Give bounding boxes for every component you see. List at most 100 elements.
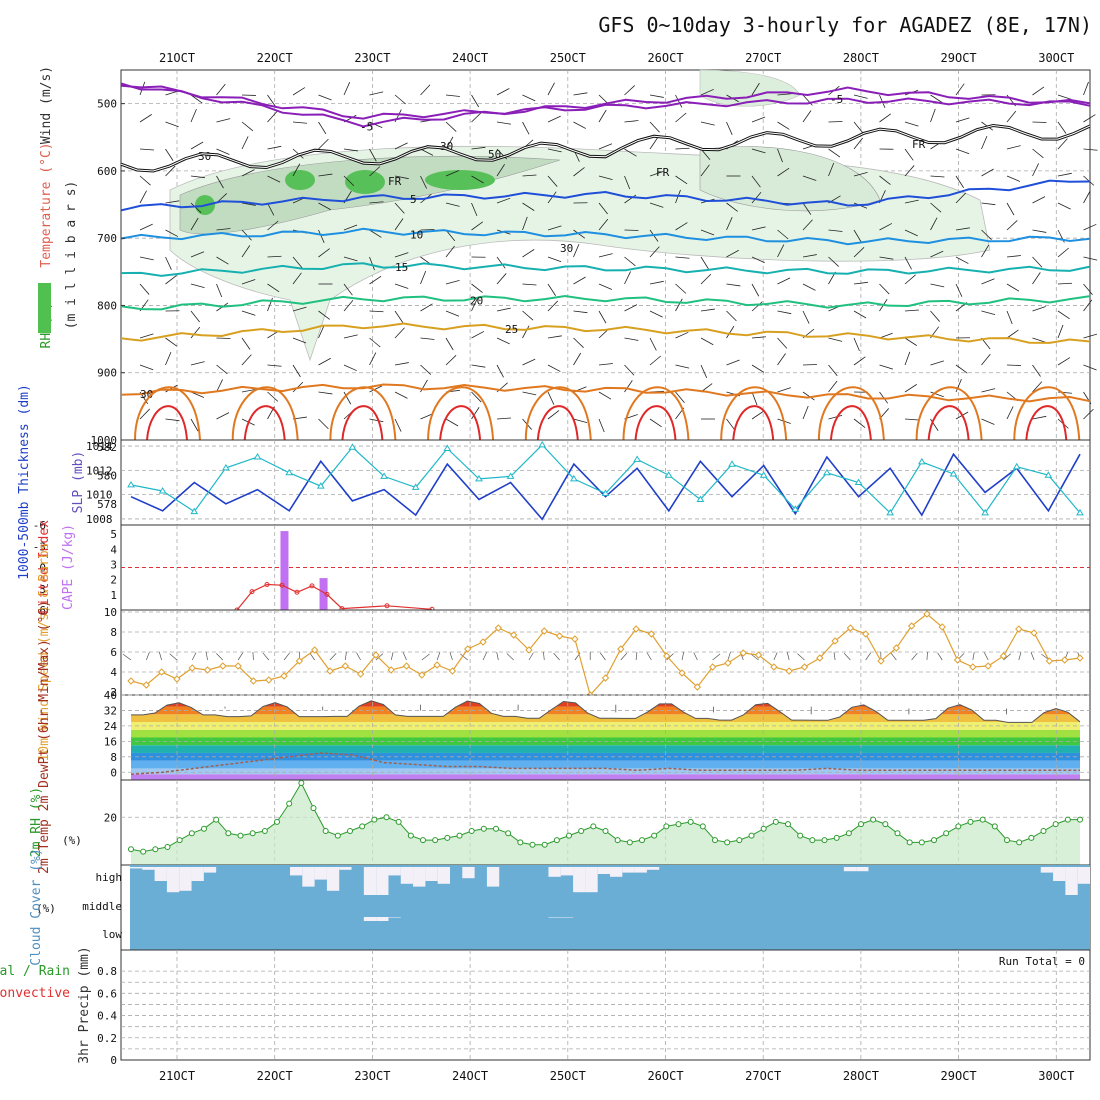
slp-point xyxy=(443,444,452,451)
wind-barb xyxy=(522,216,528,231)
svg-text:Temperature (°C): Temperature (°C) xyxy=(39,142,54,267)
wind-barb xyxy=(522,94,536,102)
slp-point xyxy=(854,478,863,485)
wind-barb xyxy=(394,94,406,105)
wind10m-point xyxy=(571,635,579,643)
wind-barb xyxy=(853,337,860,352)
wind-barb xyxy=(1006,255,1021,258)
wind-barb xyxy=(675,256,690,259)
wind-barb xyxy=(343,82,351,96)
wind-barb xyxy=(802,405,809,420)
rh2m-point xyxy=(979,816,986,823)
wind-barb xyxy=(573,310,588,314)
wind10m-point xyxy=(800,663,809,671)
wind-barb xyxy=(547,335,562,339)
wind-barb xyxy=(165,256,172,270)
wind-barb xyxy=(879,113,892,123)
li-tick: -6 xyxy=(33,519,46,532)
upper-y-tick: 500 xyxy=(97,98,117,111)
rh2m-point xyxy=(931,837,937,844)
wind-barb xyxy=(139,81,146,96)
wind-barb xyxy=(547,191,557,204)
rh2m-point xyxy=(383,814,390,821)
wind-barb xyxy=(828,229,843,232)
cloud-high-clear xyxy=(1040,867,1054,873)
wind10m-point xyxy=(1060,656,1069,664)
wind-barb xyxy=(598,143,613,150)
freezing-line-inner xyxy=(120,124,1091,172)
wind-barb xyxy=(624,175,631,190)
isotherm-loop-hot xyxy=(341,405,384,441)
wind10m-barb xyxy=(122,653,132,661)
wind-barb xyxy=(165,418,180,422)
wind-barb xyxy=(726,359,740,366)
wind10m-point xyxy=(494,624,503,632)
wind-barb xyxy=(981,244,990,258)
date-label-bottom: 22OCT xyxy=(257,1069,293,1083)
wind-barb xyxy=(573,167,585,177)
wind-barb xyxy=(190,94,203,104)
wind-barb xyxy=(190,418,199,432)
rh2m-point xyxy=(140,848,147,855)
slp-point xyxy=(664,471,673,478)
wind-barb xyxy=(649,355,661,366)
wind10m-barb xyxy=(496,652,499,661)
wind-barb xyxy=(955,283,963,297)
wind10m-point xyxy=(234,662,242,670)
wind-barb xyxy=(190,108,197,123)
wind-barb xyxy=(930,202,942,213)
wind-barb xyxy=(751,283,760,297)
rh2m-point xyxy=(1028,834,1035,841)
wind10m-point xyxy=(969,663,977,671)
wind-barb xyxy=(318,357,331,366)
wind-barb xyxy=(394,391,408,399)
wind-barb xyxy=(522,249,535,258)
wind-barb xyxy=(675,391,685,403)
rh2m-point xyxy=(699,823,706,830)
isotherm-loop-hot xyxy=(146,405,188,441)
slp-point xyxy=(633,455,642,462)
wind-barb xyxy=(1083,364,1097,371)
precip-tick: 0.4 xyxy=(97,1010,117,1023)
slp-point xyxy=(316,482,325,489)
cloud-level-label: low xyxy=(102,928,122,941)
li-point xyxy=(264,582,270,587)
freezing-level: FR FR FR xyxy=(120,123,1091,188)
cloud-high-clear xyxy=(585,867,598,893)
wind10m-barb xyxy=(329,653,337,661)
wind10m-barb xyxy=(1030,652,1035,661)
rh2m-point xyxy=(858,821,864,828)
cloud-high-clear xyxy=(314,867,327,880)
rh2m-point xyxy=(821,837,828,844)
wind10m-barb xyxy=(1003,653,1011,661)
wind-barb xyxy=(700,308,715,312)
wind-barb xyxy=(573,243,580,258)
wind-barb xyxy=(1057,282,1073,285)
wind-barb xyxy=(598,218,609,231)
wind-barb xyxy=(241,388,256,393)
rh2m-point xyxy=(797,832,804,839)
wind-barb xyxy=(420,303,433,312)
wind-barb xyxy=(777,353,786,366)
slp-point xyxy=(411,483,420,490)
wind-barb xyxy=(445,136,454,150)
wind-barb xyxy=(471,175,484,184)
wind-barb xyxy=(267,391,279,402)
upper-y-tick: 900 xyxy=(97,367,117,380)
slp-point xyxy=(917,457,926,465)
rh2m-point xyxy=(517,839,524,846)
date-label-bottom: 28OCT xyxy=(843,1069,879,1083)
wind10m-barb xyxy=(620,652,628,661)
wind10m-point xyxy=(372,651,380,659)
wind10m-point xyxy=(219,662,227,670)
wind-barb xyxy=(853,229,862,243)
cloud-high-clear xyxy=(326,867,340,891)
wind-barb xyxy=(1032,86,1045,96)
isotherm-loop-hot xyxy=(927,405,970,441)
wind-barb xyxy=(675,112,687,123)
wind10m-barb xyxy=(727,652,731,661)
wind-barb xyxy=(1083,223,1097,231)
cape-bar xyxy=(319,578,328,610)
rh2m-area xyxy=(131,783,1080,865)
wind-barb xyxy=(496,197,511,204)
